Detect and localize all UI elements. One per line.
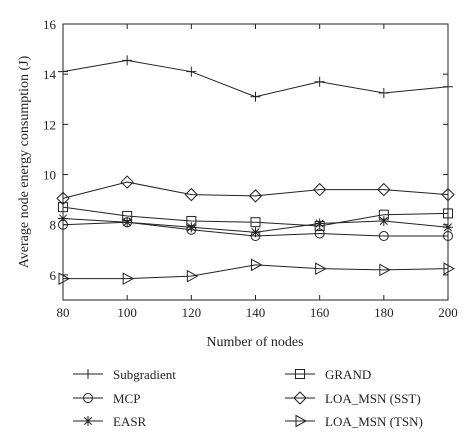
data-point bbox=[186, 222, 197, 233]
legend-item: GRAND bbox=[285, 367, 371, 382]
data-point bbox=[58, 272, 71, 286]
series-grand bbox=[58, 202, 453, 231]
x-tick-label: 180 bbox=[374, 305, 394, 320]
data-point bbox=[441, 187, 455, 202]
series-loa-msn-tsn bbox=[58, 258, 456, 286]
legend-item: EASR bbox=[73, 414, 147, 429]
data-point bbox=[251, 258, 263, 272]
legend-marker bbox=[293, 391, 307, 405]
data-point bbox=[186, 66, 197, 77]
data-point bbox=[58, 66, 68, 77]
legend-label: LOA_MSN (SST) bbox=[325, 391, 421, 406]
data-point bbox=[250, 227, 261, 238]
data-point bbox=[314, 218, 325, 229]
data-point bbox=[314, 76, 325, 87]
data-point bbox=[314, 220, 325, 231]
legend-label: Subgradient bbox=[113, 367, 176, 382]
y-axis-title: Average node energy consumption (J) bbox=[17, 55, 32, 268]
data-point bbox=[443, 222, 453, 233]
data-point bbox=[250, 217, 261, 228]
series-line bbox=[62, 206, 449, 227]
series-easr bbox=[58, 213, 453, 238]
data-point bbox=[379, 263, 391, 277]
legend-marker bbox=[83, 369, 93, 379]
x-tick-label: 100 bbox=[117, 305, 137, 320]
series-loa-msn-sst bbox=[56, 175, 455, 206]
data-point bbox=[378, 231, 389, 242]
data-point bbox=[443, 81, 453, 92]
series-layer bbox=[56, 55, 456, 286]
data-point bbox=[378, 215, 389, 226]
x-tick-label: 140 bbox=[246, 305, 266, 320]
legend-label: EASR bbox=[113, 414, 147, 429]
y-tick-label: 14 bbox=[43, 67, 57, 82]
legend-label: GRAND bbox=[325, 367, 371, 382]
y-tick-label: 12 bbox=[43, 117, 56, 132]
data-point bbox=[122, 217, 133, 228]
data-point bbox=[58, 213, 68, 224]
x-axis-title: Number of nodes bbox=[206, 335, 303, 350]
legend-marker bbox=[295, 414, 308, 428]
series-subgradient bbox=[58, 55, 453, 102]
legend-marker bbox=[83, 416, 93, 426]
data-point bbox=[56, 191, 70, 206]
data-point bbox=[378, 88, 389, 98]
legend-label: LOA_MSN (TSN) bbox=[325, 414, 423, 429]
legend-item: Subgradient bbox=[73, 367, 176, 382]
data-point bbox=[250, 91, 261, 102]
data-point bbox=[122, 210, 133, 221]
series-line bbox=[62, 59, 449, 98]
data-point bbox=[443, 208, 453, 219]
x-tick-label: 200 bbox=[438, 305, 458, 320]
y-tick-label: 6 bbox=[50, 268, 57, 283]
data-point bbox=[122, 272, 135, 286]
legend-item: MCP bbox=[73, 391, 140, 406]
data-point bbox=[248, 189, 263, 203]
legend: Subgradient MCP EASR GRAND LOA_MSN (SST) LOA_… bbox=[73, 367, 423, 429]
x-tick-label: 160 bbox=[310, 305, 330, 320]
axis-ticks: 80 100 120 140 160 180 200 6 8 10 12 14 16 bbox=[43, 17, 458, 320]
legend-label: MCP bbox=[113, 391, 140, 406]
legend-marker bbox=[295, 369, 305, 379]
series-line bbox=[63, 264, 449, 280]
legend-item: LOA_MSN (TSN) bbox=[285, 414, 423, 429]
data-point bbox=[312, 182, 327, 197]
data-point bbox=[186, 215, 197, 226]
y-tick-label: 10 bbox=[43, 168, 56, 183]
x-tick-label: 120 bbox=[182, 305, 202, 320]
data-point bbox=[378, 209, 389, 220]
data-point bbox=[184, 187, 199, 202]
legend-marker bbox=[83, 393, 93, 403]
x-tick-label: 80 bbox=[57, 305, 70, 320]
data-point bbox=[120, 175, 134, 189]
data-point bbox=[122, 55, 133, 66]
data-point bbox=[58, 202, 68, 213]
data-point bbox=[315, 262, 327, 275]
data-point bbox=[443, 262, 456, 275]
y-tick-label: 16 bbox=[43, 17, 57, 32]
data-point bbox=[186, 269, 199, 283]
legend-item: LOA_MSN (SST) bbox=[285, 391, 421, 406]
data-point bbox=[377, 182, 391, 197]
data-point bbox=[314, 228, 325, 239]
plot-frame bbox=[62, 23, 449, 301]
series-line bbox=[62, 181, 449, 199]
y-tick-label: 8 bbox=[50, 218, 57, 233]
